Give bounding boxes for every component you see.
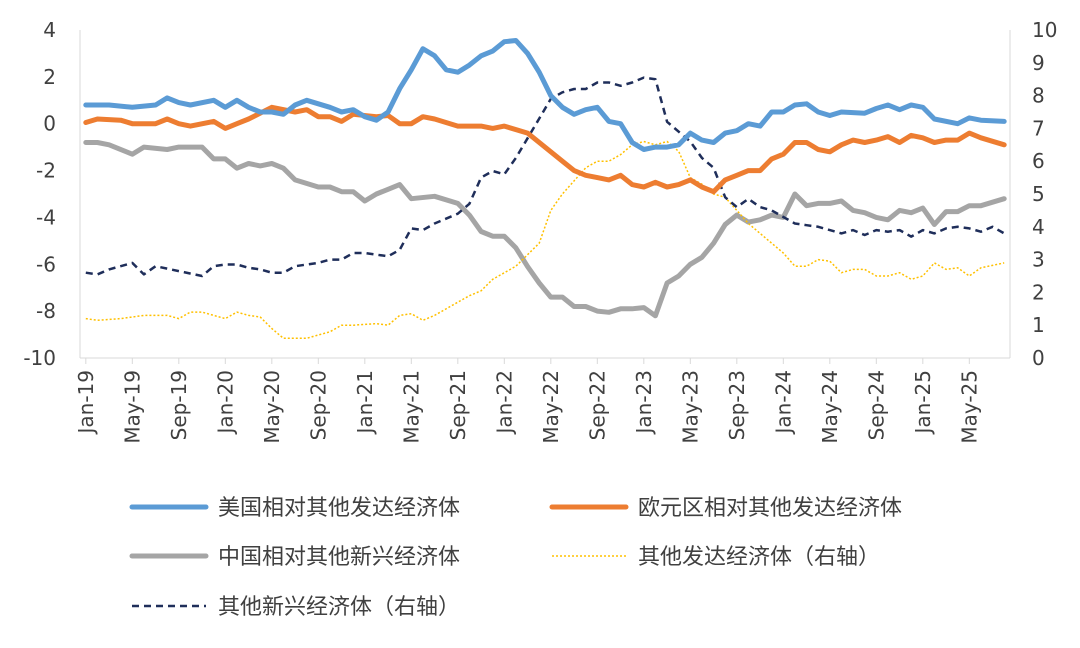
left-tick-label: 2 bbox=[43, 65, 56, 89]
x-tick-label: Sep-19 bbox=[167, 370, 191, 440]
x-tick-label: Jan-25 bbox=[911, 370, 935, 436]
left-tick-label: 0 bbox=[43, 112, 56, 136]
x-tick-label: Sep-20 bbox=[306, 370, 330, 440]
x-tick-label: May-19 bbox=[120, 370, 144, 444]
x-tick-label: May-20 bbox=[260, 370, 284, 444]
right-tick-label: 6 bbox=[1032, 149, 1045, 173]
x-tick-label: May-25 bbox=[957, 370, 981, 444]
series-layer bbox=[83, 38, 1007, 340]
right-tick-label: 1 bbox=[1032, 313, 1045, 337]
x-tick-label: Sep-22 bbox=[585, 370, 609, 440]
x-tick-label: Jan-24 bbox=[771, 370, 795, 436]
x-tick-label: May-23 bbox=[678, 370, 702, 444]
x-axis-ticks: Jan-19 May-19 Sep-19 Jan-20 May-20 Sep-20 Jan-… bbox=[74, 358, 981, 444]
x-tick-label: May-21 bbox=[399, 370, 423, 444]
x-tick-label: Jan-22 bbox=[492, 370, 516, 436]
x-tick-label: Jan-21 bbox=[353, 370, 377, 436]
legend-label-1: 欧元区相对其他发达经济体 bbox=[638, 496, 902, 521]
legend-label-0: 美国相对其他发达经济体 bbox=[218, 496, 460, 521]
right-tick-label: 9 bbox=[1032, 51, 1045, 75]
legend-label-2: 中国相对其他新兴经济体 bbox=[218, 545, 460, 570]
x-tick-label: May-22 bbox=[539, 370, 563, 444]
legend-label-3: 其他发达经济体（右轴） bbox=[638, 545, 880, 570]
right-tick-label: 3 bbox=[1032, 248, 1045, 272]
left-tick-label: -2 bbox=[36, 159, 56, 183]
series-line-1 bbox=[83, 104, 1007, 195]
series-line-4 bbox=[85, 76, 1005, 278]
right-tick-label: 4 bbox=[1032, 215, 1045, 239]
left-tick-label: -4 bbox=[36, 205, 56, 229]
left-axis-ticks: 4 2 0 -2 -4 -6 -8 -10 bbox=[23, 18, 56, 370]
left-tick-label: -6 bbox=[36, 252, 56, 276]
axis-lines bbox=[79, 30, 1011, 359]
left-tick-label: 4 bbox=[43, 18, 56, 42]
x-tick-label: Jan-19 bbox=[74, 370, 98, 436]
series-line-0 bbox=[83, 38, 1007, 152]
right-tick-label: 2 bbox=[1032, 280, 1045, 304]
x-tick-label: Sep-24 bbox=[864, 370, 888, 440]
right-tick-label: 8 bbox=[1032, 84, 1045, 108]
left-tick-label: -10 bbox=[23, 346, 56, 370]
right-tick-label: 7 bbox=[1032, 116, 1045, 140]
x-tick-label: Sep-21 bbox=[446, 370, 470, 440]
series-line-3 bbox=[85, 140, 1005, 340]
x-tick-label: May-24 bbox=[818, 370, 842, 444]
left-tick-label: -8 bbox=[36, 299, 56, 323]
x-tick-label: Jan-20 bbox=[213, 370, 237, 436]
x-tick-label: Sep-23 bbox=[725, 370, 749, 440]
series-line-2 bbox=[83, 140, 1007, 319]
right-tick-label: 10 bbox=[1032, 18, 1057, 42]
legend-label-4: 其他新兴经济体（右轴） bbox=[218, 595, 460, 620]
right-tick-label: 5 bbox=[1032, 182, 1045, 206]
x-tick-label: Jan-23 bbox=[632, 370, 656, 436]
right-tick-label: 0 bbox=[1032, 346, 1045, 370]
